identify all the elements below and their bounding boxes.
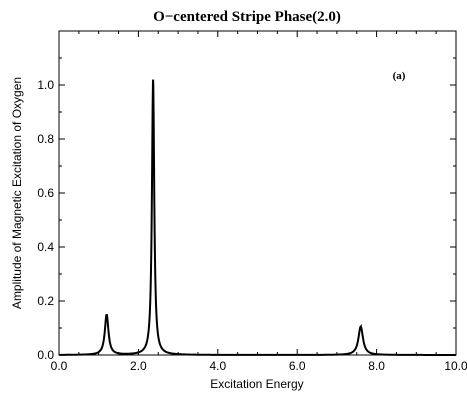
x-tick-label: 6.0 (289, 359, 306, 373)
y-axis-label: Amplitude of Magnetic Excitation of Oxyg… (10, 77, 24, 309)
y-tick-label: 0.0 (37, 348, 54, 362)
series-line (59, 79, 456, 356)
x-tick-label: 0.0 (51, 359, 68, 373)
y-tick-label: 0.8 (37, 132, 54, 146)
axis-ticks: 0.0 2.0 4.0 6.0 8.0 10.0 0.0 0.2 0.4 0.6 0.8 1.0 (37, 31, 467, 373)
x-tick-label: 4.0 (209, 359, 226, 373)
x-axis-label: Excitation Energy (210, 377, 303, 391)
x-tick-label: 10.0 (444, 359, 467, 373)
chart-title: O−centered Stripe Phase(2.0) (153, 9, 341, 25)
panel-label: (a) (393, 70, 406, 82)
x-tick-label: 8.0 (368, 359, 385, 373)
y-tick-label: 1.0 (37, 78, 54, 92)
x-tick-label: 2.0 (130, 359, 147, 373)
y-tick-label: 0.4 (37, 240, 54, 254)
y-tick-label: 0.6 (37, 186, 54, 200)
y-tick-label: 0.2 (37, 294, 54, 308)
